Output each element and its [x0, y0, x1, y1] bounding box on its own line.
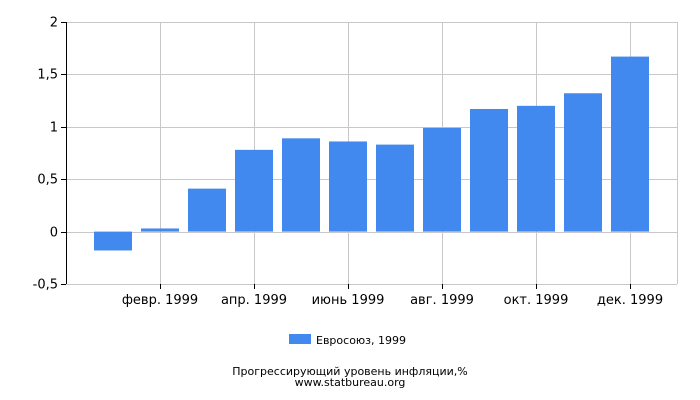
bar	[282, 138, 320, 232]
x-tick-label: дек. 1999	[597, 293, 663, 308]
bar	[376, 144, 414, 232]
y-tick-label: 0	[50, 226, 58, 241]
x-tick-label: июнь 1999	[312, 293, 385, 308]
bar	[188, 188, 226, 232]
x-tick-label: апр. 1999	[221, 293, 287, 308]
bar	[94, 231, 132, 251]
bar	[470, 108, 508, 232]
y-tick-label: -0,5	[33, 278, 58, 293]
bar	[235, 149, 273, 232]
y-tick-label: 2	[50, 16, 58, 31]
legend-swatch	[289, 334, 311, 344]
bar	[517, 105, 555, 232]
legend: Евросоюз, 1999	[289, 334, 406, 347]
x-tick-labels: февр. 1999 апр. 1999 июнь 1999 авг. 1999 окт…	[122, 293, 663, 308]
bar	[611, 56, 649, 232]
bar	[423, 127, 461, 232]
source-url: www.statbureau.org	[295, 376, 406, 389]
y-tick-label: 1	[50, 121, 58, 136]
x-tick-label: февр. 1999	[122, 293, 198, 308]
legend-label: Евросоюз, 1999	[316, 334, 406, 347]
bars	[94, 56, 649, 251]
bar	[141, 228, 179, 232]
x-tick-label: окт. 1999	[504, 293, 569, 308]
y-tick-label: 0,5	[37, 173, 58, 188]
axes	[61, 22, 631, 289]
bar	[564, 93, 602, 232]
chart-caption: Прогрессирующий уровень инфляции,%	[232, 365, 467, 378]
y-tick-labels: 2 1,5 1 0,5 0 -0,5	[33, 16, 58, 293]
x-tick-label: авг. 1999	[410, 293, 474, 308]
bar	[329, 141, 367, 232]
y-tick-label: 1,5	[37, 68, 58, 83]
